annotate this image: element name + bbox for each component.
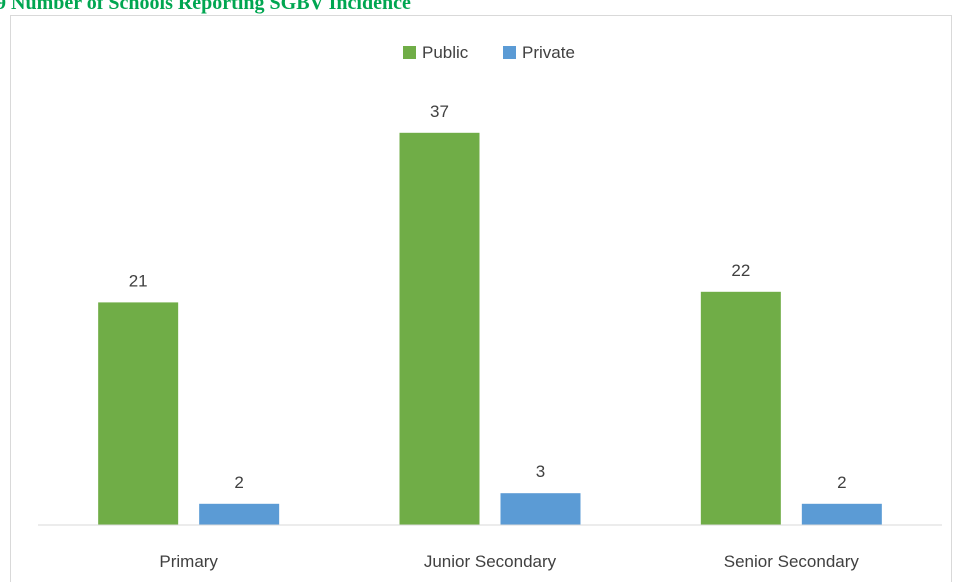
data-label-private-0: 2 bbox=[234, 473, 243, 492]
x-tick-label-0: Primary bbox=[159, 552, 218, 571]
legend-label-public: Public bbox=[422, 43, 469, 62]
legend-swatch-private bbox=[503, 46, 516, 59]
x-tick-label-1: Junior Secondary bbox=[424, 552, 557, 571]
data-label-private-2: 2 bbox=[837, 473, 846, 492]
x-tick-label-2: Senior Secondary bbox=[724, 552, 860, 571]
data-label-private-1: 3 bbox=[536, 462, 545, 481]
data-label-public-0: 21 bbox=[129, 271, 148, 290]
bar-public-0 bbox=[98, 302, 179, 525]
bar-private-2 bbox=[801, 503, 882, 525]
legend-swatch-public bbox=[403, 46, 416, 59]
bar-public-2 bbox=[700, 291, 781, 525]
data-label-public-2: 22 bbox=[731, 261, 750, 280]
figure-caption: 9 Number of Schools Reporting SGBV Incid… bbox=[0, 0, 411, 14]
bar-private-1 bbox=[500, 493, 581, 525]
bar-public-1 bbox=[399, 132, 480, 526]
data-label-public-1: 37 bbox=[430, 102, 449, 121]
legend-label-private: Private bbox=[522, 43, 575, 62]
bar-private-0 bbox=[199, 503, 280, 525]
